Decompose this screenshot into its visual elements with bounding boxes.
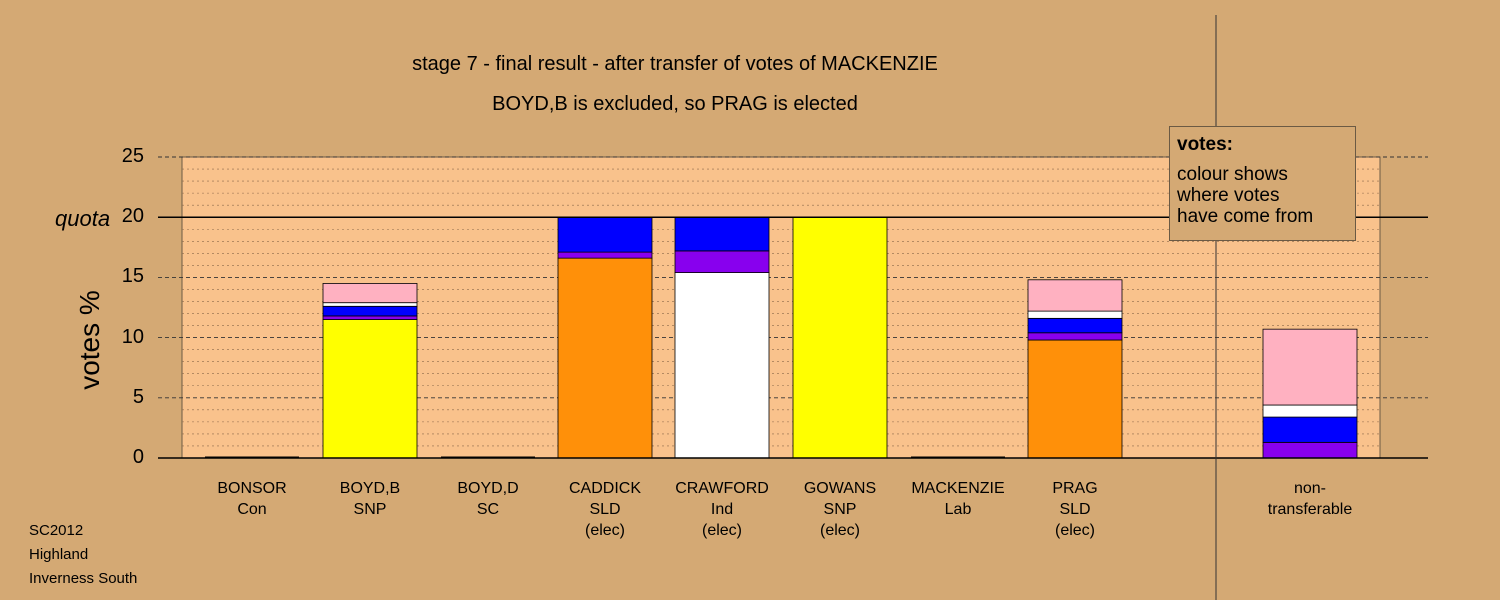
candidate-party: Ind (710, 501, 734, 518)
bar-segment-ind (1262, 404, 1358, 418)
bar-segment-snp (792, 216, 888, 459)
y-tick-label: 5 (132, 385, 144, 408)
bars-group (205, 216, 1358, 459)
candidate-party: transferable (1267, 501, 1353, 518)
candidate-name: PRAG (1052, 480, 1098, 497)
bar-segment-sc (322, 315, 418, 320)
bar-segment-lab (1027, 279, 1123, 312)
candidate-party: Con (237, 501, 267, 518)
chart-subtitle: BOYD,B is excluded, so PRAG is elected (492, 93, 858, 115)
candidate-label: BOYD,B SNP (310, 478, 430, 520)
candidate-party: SLD (1059, 501, 1091, 518)
ward-label: Inverness South (29, 570, 138, 587)
candidate-name: GOWANS (803, 480, 877, 497)
candidate-label: CRAWFORD Ind (elec) (662, 478, 782, 541)
candidate-label: non-transferable (1250, 478, 1370, 520)
candidate-status: (elec) (819, 522, 860, 539)
candidate-label: CADDICK SLD (elec) (545, 478, 665, 541)
bar-segment-con (1262, 416, 1358, 443)
candidate-label: GOWANS SNP (elec) (780, 478, 900, 541)
candidate-party: SNP (353, 501, 387, 518)
bar-segment-sld (557, 257, 653, 459)
candidate-name: non- (1293, 480, 1327, 497)
y-axis-title: votes % (74, 290, 105, 390)
bar-segment-lab (322, 283, 418, 304)
candidate-name: BOYD,B (339, 480, 401, 497)
y-tick-label: 0 (132, 446, 144, 468)
legend-title: votes: (1177, 134, 1233, 155)
candidate-party: SC (476, 501, 500, 518)
candidate-label: BOYD,D SC (428, 478, 548, 520)
legend-box: votes: colour shows where votes have com… (1169, 126, 1356, 241)
bar-segment-con (322, 305, 418, 317)
candidate-status: (elec) (584, 522, 625, 539)
candidate-party: SNP (823, 501, 857, 518)
candidate-name: BONSOR (217, 480, 287, 497)
council-label: Highland (29, 546, 89, 563)
bar-segment-snp (322, 319, 418, 459)
legend-line: have come from (1177, 206, 1314, 227)
candidate-status: (elec) (1054, 522, 1095, 539)
bar-segment-con (1027, 317, 1123, 334)
candidate-label: PRAG SLD (elec) (1015, 478, 1135, 541)
bar-segment-con (674, 216, 770, 252)
bar-segment-sc (674, 250, 770, 273)
y-tick-label: 20 (121, 205, 144, 228)
candidate-name: CRAWFORD (675, 480, 769, 497)
chart-title: stage 7 - final result - after transfer … (412, 53, 938, 75)
election-label: SC2012 (29, 522, 84, 539)
y-tick-label: 25 (121, 145, 144, 167)
y-tick-label: 10 (121, 325, 144, 348)
y-tick-label: 15 (121, 265, 144, 288)
bar-segment-lab (1262, 328, 1358, 406)
candidate-status: (elec) (701, 522, 742, 539)
candidate-party: Lab (944, 501, 972, 518)
bar-segment-sc (1262, 441, 1358, 459)
candidate-label: MACKENZIE Lab (898, 478, 1018, 520)
candidate-name: CADDICK (568, 480, 641, 497)
quota-label: quota (55, 206, 111, 231)
candidate-party: SLD (589, 501, 621, 518)
bar-segment-con (557, 216, 653, 253)
bar-segment-sc (557, 251, 653, 259)
bar-segment-ind (322, 302, 418, 307)
candidate-name: MACKENZIE (911, 480, 1005, 497)
candidate-name: BOYD,D (457, 480, 519, 497)
legend-line: where votes (1177, 185, 1280, 206)
candidate-label: BONSOR Con (192, 478, 312, 520)
legend-line: colour shows (1177, 164, 1288, 185)
bar-segment-ind (1027, 310, 1123, 319)
bar-segment-sld (1027, 339, 1123, 459)
bar-segment-ind (674, 272, 770, 459)
bar-segment-sc (1027, 332, 1123, 341)
